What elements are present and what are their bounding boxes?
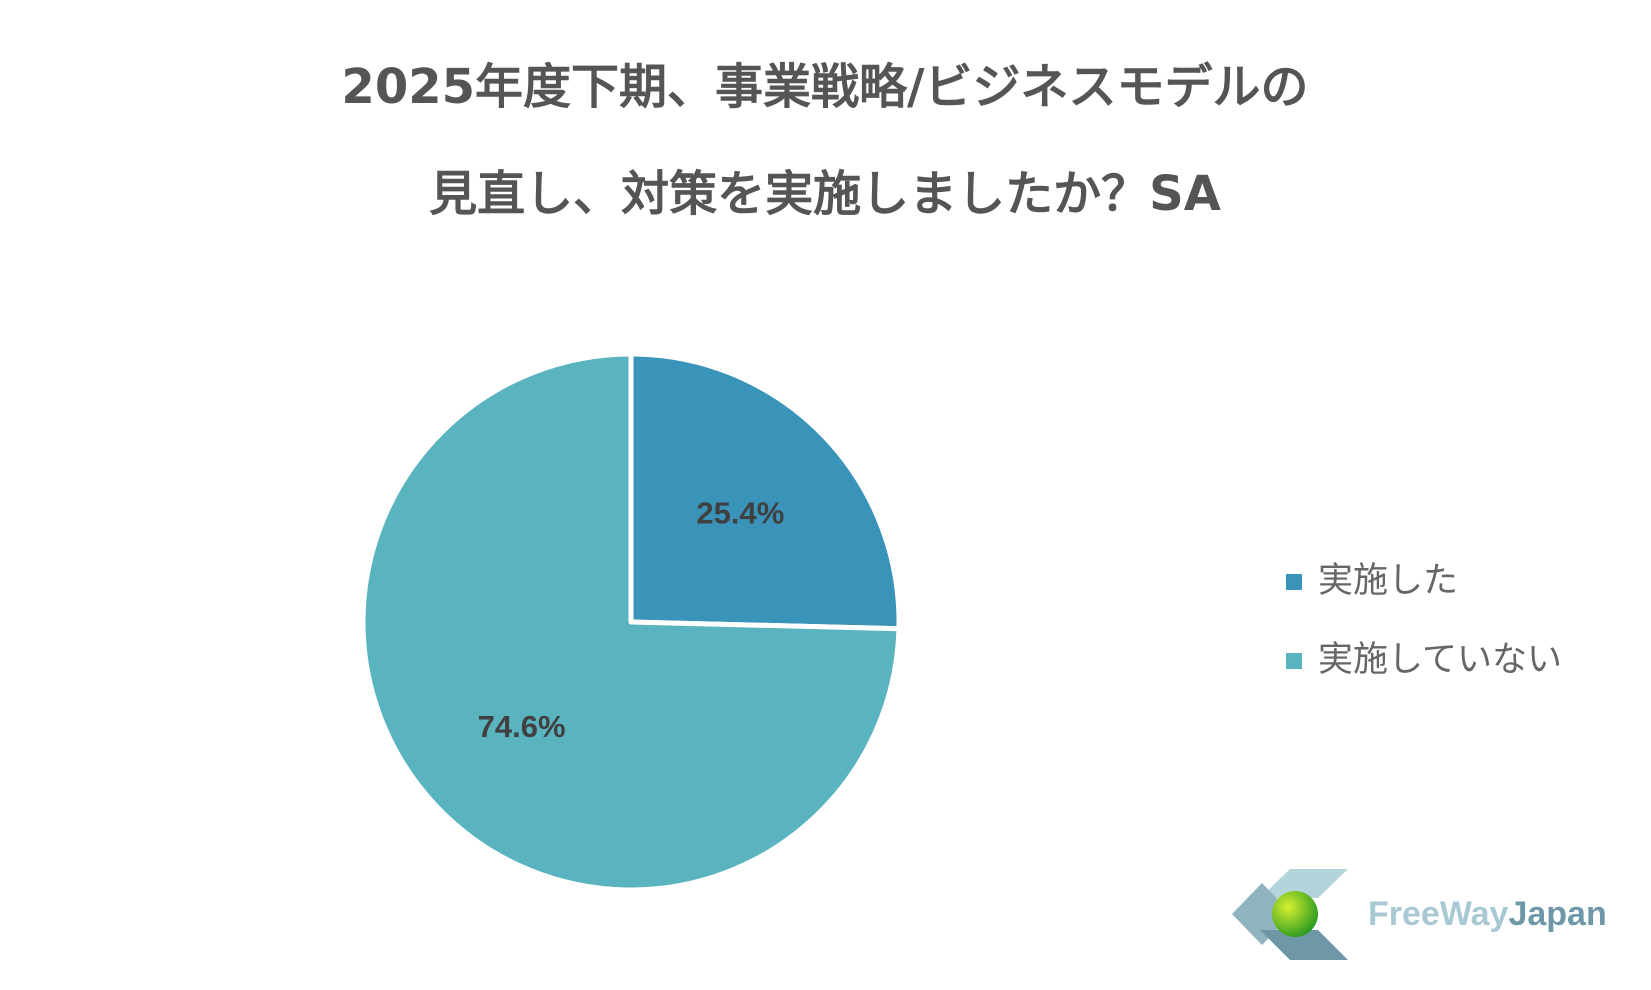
logo-text-2: Japan bbox=[1508, 895, 1606, 933]
pie-slice bbox=[360, 351, 902, 893]
chart-title: 2025年度下期、事業戦略/ビジネスモデルの bbox=[341, 59, 1308, 115]
legend-label: 実施していない bbox=[1318, 640, 1562, 680]
chart-title: 見直し、対策を実施しましたか？SA bbox=[429, 166, 1221, 222]
logo-text-1: FreeWay bbox=[1368, 895, 1509, 933]
logo-shape bbox=[1232, 883, 1292, 945]
logo-shape bbox=[1260, 869, 1348, 898]
logo-shape bbox=[1260, 930, 1348, 960]
logo: FreeWayJapan bbox=[1232, 869, 1607, 960]
data-label: 25.4% bbox=[696, 496, 784, 531]
data-label: 74.6% bbox=[478, 709, 566, 744]
legend-swatch bbox=[1286, 653, 1302, 669]
logo-ball bbox=[1272, 891, 1318, 937]
logo-text: FreeWayJapan bbox=[1368, 895, 1607, 933]
legend-swatch bbox=[1286, 574, 1302, 590]
pie-slice bbox=[628, 351, 902, 632]
legend-label: 実施した bbox=[1318, 561, 1458, 601]
